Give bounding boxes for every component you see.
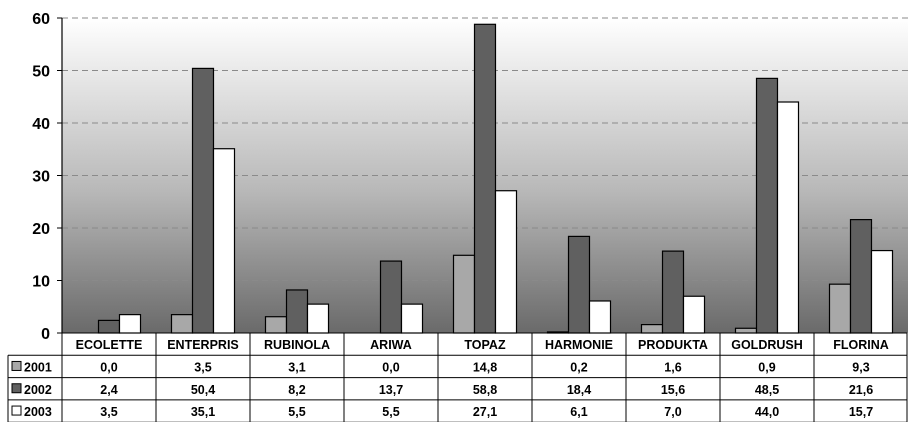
table-cell: 3,5 — [100, 405, 117, 419]
legend-label: 2002 — [24, 383, 52, 397]
table-cell: 0,2 — [570, 360, 587, 374]
category-label: HARMONIE — [545, 338, 613, 352]
table-cell: 8,2 — [288, 383, 305, 397]
bar — [640, 324, 664, 334]
bar — [870, 249, 894, 334]
bar — [682, 295, 706, 334]
table-cell: 58,8 — [473, 383, 497, 397]
bar — [494, 190, 518, 334]
table-cell: 6,1 — [570, 405, 587, 419]
y-tick-label: 50 — [32, 64, 50, 81]
table-cell: 3,5 — [194, 360, 211, 374]
table-cell: 44,0 — [755, 405, 779, 419]
table-cell: 13,7 — [379, 383, 403, 397]
table-cell: 1,6 — [664, 360, 681, 374]
bar — [212, 148, 236, 334]
bar — [473, 23, 497, 334]
table-cell: 2,4 — [100, 383, 117, 397]
table-cell: 5,5 — [382, 405, 399, 419]
category-label: ECOLETTE — [76, 338, 143, 352]
y-tick-label: 60 — [32, 11, 50, 28]
table-cell: 18,4 — [567, 383, 591, 397]
legend-label: 2003 — [24, 405, 52, 419]
category-label: ARIWA — [370, 338, 412, 352]
legend-key — [11, 383, 22, 394]
legend-key — [11, 405, 22, 416]
category-label: FLORINA — [833, 338, 889, 352]
bar — [118, 314, 142, 334]
bar — [191, 67, 215, 334]
table-cell: 35,1 — [191, 405, 215, 419]
bar — [400, 303, 424, 334]
bar — [97, 319, 121, 334]
bar — [828, 283, 852, 334]
legend-label: 2001 — [24, 360, 52, 374]
table-cell: 50,4 — [191, 383, 215, 397]
table-cell: 15,7 — [849, 405, 873, 419]
bar — [285, 289, 309, 334]
category-label: PRODUKTA — [638, 338, 708, 352]
table-cell: 14,8 — [473, 360, 497, 374]
y-tick-label: 30 — [32, 169, 50, 186]
category-label: RUBINOLA — [264, 338, 330, 352]
table-cell: 15,6 — [661, 383, 685, 397]
table-cell: 9,3 — [852, 360, 869, 374]
table-cell: 27,1 — [473, 405, 497, 419]
bar — [661, 250, 685, 334]
table-cell: 48,5 — [755, 383, 779, 397]
y-tick-label: 20 — [32, 221, 50, 238]
category-label: GOLDRUSH — [731, 338, 803, 352]
legend-key — [11, 360, 22, 371]
table-cell: 5,5 — [288, 405, 305, 419]
y-tick-label: 40 — [32, 116, 50, 133]
table-cell: 21,6 — [849, 383, 873, 397]
table-cell: 7,0 — [664, 405, 681, 419]
bar — [734, 327, 758, 334]
bar — [452, 254, 476, 334]
y-tick-label: 0 — [41, 326, 50, 343]
bar — [379, 260, 403, 334]
table-cell: 0,9 — [758, 360, 775, 374]
bar — [588, 300, 612, 334]
bar — [776, 101, 800, 334]
table-cell: 0,0 — [382, 360, 399, 374]
y-tick-label: 10 — [32, 274, 50, 291]
bar — [306, 303, 330, 334]
table-cell: 3,1 — [288, 360, 305, 374]
bar — [264, 316, 288, 334]
category-label: TOPAZ — [464, 338, 506, 352]
bar — [849, 219, 873, 334]
category-label: ENTERPRIS — [167, 338, 239, 352]
bar — [567, 235, 591, 334]
bar — [755, 77, 779, 334]
bar — [170, 314, 194, 334]
table-cell: 0,0 — [100, 360, 117, 374]
